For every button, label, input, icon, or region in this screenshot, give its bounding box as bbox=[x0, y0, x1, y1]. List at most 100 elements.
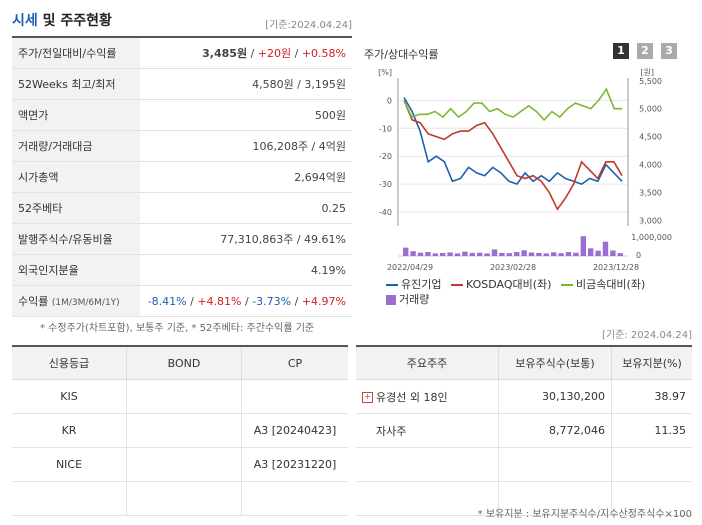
row-value: 106,208주 / 4억원 bbox=[140, 130, 352, 162]
row-label: 시가총액 bbox=[12, 161, 140, 193]
volume-bar bbox=[514, 252, 520, 256]
volume-bar bbox=[477, 252, 483, 256]
series-line-c0392b bbox=[403, 99, 623, 211]
volume-bar bbox=[440, 252, 446, 256]
col-header: 보유주식수(보통) bbox=[498, 345, 612, 380]
row-value: 0.25 bbox=[140, 192, 352, 224]
table-row: 52주베타 0.25 bbox=[12, 192, 352, 224]
x-tick-label: 2022/04/29 bbox=[387, 263, 433, 272]
cp-rating: A3 [20231220] bbox=[241, 447, 348, 482]
table-row: + 유경선 외 18인 30,130,200 38.97 bbox=[356, 379, 692, 414]
volume-bar bbox=[573, 252, 579, 256]
table-row: 자사주 8,772,046 11.35 bbox=[356, 413, 692, 448]
volume-bar bbox=[403, 247, 409, 256]
return-3m: +4.81% bbox=[197, 294, 242, 308]
legend-swatch-red bbox=[450, 284, 463, 286]
volume-bar bbox=[417, 252, 424, 256]
volume-bar bbox=[558, 253, 564, 256]
table-row: 거래량/거래대금 106,208주 / 4억원 bbox=[12, 130, 352, 162]
series-line-1f5fb0 bbox=[403, 97, 623, 186]
volume-bar bbox=[602, 241, 609, 256]
table-row: 시가총액 2,694억원 bbox=[12, 161, 352, 193]
right-tick-label: 4,500 bbox=[639, 133, 662, 142]
row-label: 52주베타 bbox=[12, 192, 140, 224]
col-header: CP bbox=[241, 345, 348, 380]
volume-bar bbox=[528, 252, 535, 256]
bond-rating bbox=[126, 447, 242, 482]
volume-bar bbox=[588, 248, 594, 256]
left-unit-label: [%] bbox=[378, 68, 392, 77]
agency: KR bbox=[12, 413, 127, 448]
holder-pct: 38.97 bbox=[611, 379, 692, 414]
bond-rating bbox=[126, 379, 242, 414]
legend-swatch-blue bbox=[386, 284, 398, 286]
col-header: 주요주주 bbox=[356, 345, 499, 380]
row-label: 거래량/거래대금 bbox=[12, 130, 140, 162]
volume-bar bbox=[491, 249, 498, 256]
shareholder-footnote: * 보유지분 : 보유지분주식수/지수산정주식수×100 bbox=[477, 509, 692, 520]
volume-bar bbox=[506, 253, 512, 256]
asof-date: [기준:2024.04.24] bbox=[265, 20, 352, 31]
table-row: 외국인지분율 4.19% bbox=[12, 254, 352, 286]
volume-tick-label: 1,000,000 bbox=[631, 233, 672, 242]
table-row: 수익률 (1M/3M/6M/1Y) -8.41% / +4.81% / -3.7… bbox=[12, 285, 352, 317]
section-title: 시세 및 주주현황 bbox=[12, 13, 112, 29]
return-1y: +4.97% bbox=[301, 294, 346, 308]
row-label: 외국인지분율 bbox=[12, 254, 140, 286]
table-row: KIS bbox=[12, 379, 348, 414]
table-row: 발행주식수/유동비율 77,310,863주 / 49.61% bbox=[12, 223, 352, 255]
row-value: 77,310,863주 / 49.61% bbox=[140, 223, 352, 255]
volume-bar bbox=[432, 253, 438, 256]
row-label: 52Weeks 최고/최저 bbox=[12, 68, 140, 100]
right-tick-label: 5,000 bbox=[639, 105, 662, 114]
volume-bar bbox=[580, 236, 586, 256]
cp-rating bbox=[241, 481, 348, 516]
volume-bar bbox=[469, 252, 475, 256]
col-header: 신용등급 bbox=[12, 345, 127, 380]
legend-item-nonmetal: 비금속대비(좌) bbox=[560, 278, 645, 291]
agency: KIS bbox=[12, 379, 127, 414]
legend-item-kosdaq: KOSDAQ대비(좌) bbox=[450, 278, 551, 291]
x-tick-label: 2023/12/28 bbox=[593, 263, 639, 272]
table-row: 주가/전일대비/수익률 3,485원 / +20원 / +0.58% bbox=[12, 36, 352, 69]
volume-bar bbox=[454, 253, 461, 256]
return-6m: -3.73% bbox=[252, 294, 292, 308]
holder-pct: 11.35 bbox=[611, 413, 692, 448]
chart-page-3-button[interactable]: 3 bbox=[661, 43, 677, 59]
right-tick-label: 5,500 bbox=[639, 77, 662, 86]
chart-page-1-button[interactable]: 1 bbox=[613, 43, 629, 59]
left-tick-label: -20 bbox=[379, 152, 392, 161]
cp-rating bbox=[241, 379, 348, 414]
asof-date-2: [기준: 2024.04.24] bbox=[601, 330, 692, 341]
agency bbox=[12, 481, 127, 516]
row-label: 수익률 bbox=[18, 295, 49, 308]
legend-item-stock: 유진기업 bbox=[386, 278, 441, 291]
table-row: NICE A3 [20231220] bbox=[12, 447, 348, 482]
volume-bar bbox=[536, 252, 542, 256]
holder-shares: 8,772,046 bbox=[498, 413, 612, 448]
price-summary-table: 주가/전일대비/수익률 3,485원 / +20원 / +0.58% 52Wee… bbox=[12, 36, 352, 317]
row-label: 발행주식수/유동비율 bbox=[12, 223, 140, 255]
row-value: 500원 bbox=[140, 99, 352, 131]
volume-bar bbox=[425, 252, 431, 256]
price-change: +20원 bbox=[257, 47, 292, 60]
chart-page-2-button[interactable]: 2 bbox=[637, 43, 653, 59]
shareholders-table: 주요주주 보유주식수(보통) 보유지분(%) + 유경선 외 18인 30,130… bbox=[356, 345, 692, 516]
table-header-row: 신용등급 BOND CP bbox=[12, 345, 348, 380]
expand-plus-icon[interactable]: + bbox=[362, 392, 373, 403]
right-unit-label: [원] bbox=[640, 68, 654, 77]
row-value: 4.19% bbox=[140, 254, 352, 286]
row-label-sub: (1M/3M/6M/1Y) bbox=[51, 298, 120, 308]
holder-name: 자사주 bbox=[356, 413, 499, 448]
credit-rating-table: 신용등급 BOND CP KIS KR A3 [20240423] NICE A3 … bbox=[12, 345, 348, 516]
x-tick-label: 2023/02/28 bbox=[490, 263, 536, 272]
table-header-row: 주요주주 보유주식수(보통) 보유지분(%) bbox=[356, 345, 692, 380]
bond-rating bbox=[126, 413, 242, 448]
table-row bbox=[356, 447, 692, 482]
series-line-7cb82f bbox=[403, 87, 622, 122]
price-footnote: * 수정주가(차트포함), 보통주 기준, * 52주베타: 주간수익률 기준 bbox=[40, 323, 315, 334]
right-tick-label: 3,000 bbox=[639, 216, 662, 225]
right-tick-label: 4,000 bbox=[639, 161, 662, 170]
right-tick-label: 3,500 bbox=[639, 188, 662, 197]
volume-bar bbox=[521, 250, 527, 256]
